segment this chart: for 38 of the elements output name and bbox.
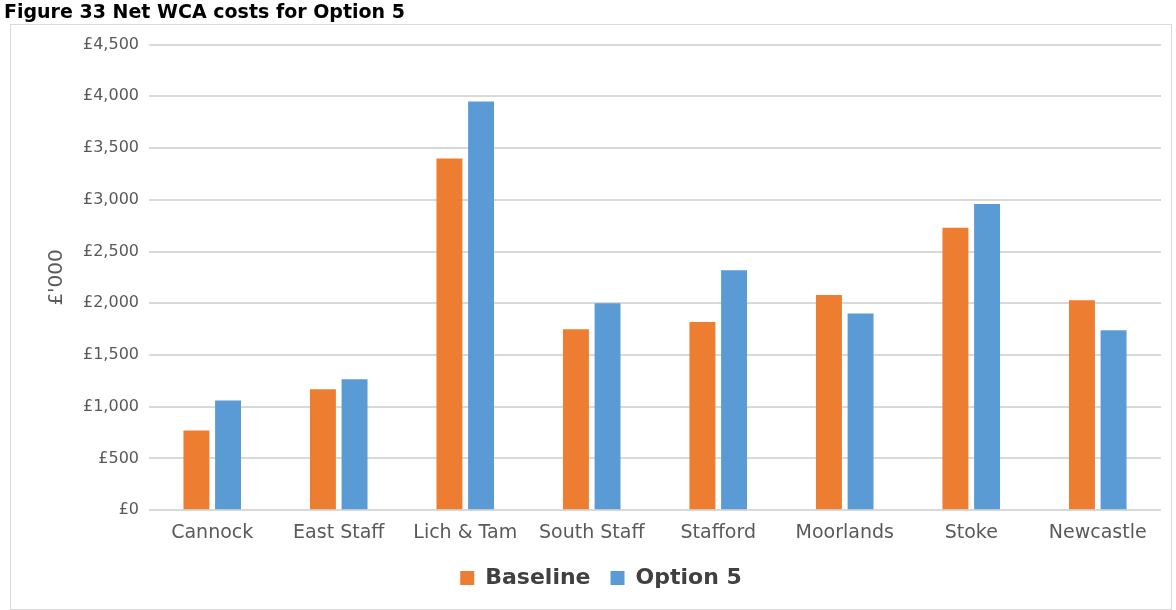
bar <box>341 379 368 510</box>
y-tick-label: £4,500 <box>83 33 139 53</box>
y-tick-label: £4,000 <box>83 85 139 105</box>
y-tick-label: £3,000 <box>83 188 139 208</box>
x-tick-label: East Staff <box>293 519 386 542</box>
legend-label: Baseline <box>485 563 591 589</box>
bar <box>309 389 336 510</box>
y-tick-label: £1,500 <box>83 344 139 364</box>
bar <box>1100 330 1127 510</box>
x-tick-label: Stafford <box>680 519 756 542</box>
bar <box>847 313 874 510</box>
y-tick-label: £500 <box>98 447 139 467</box>
bar <box>183 430 210 510</box>
chart-title: Figure 33 Net WCA costs for Option 5 <box>4 0 405 22</box>
y-tick-label: £3,500 <box>83 137 139 157</box>
y-axis-title: £'000 <box>43 249 68 306</box>
x-tick-label: Lich & Tam <box>413 519 518 542</box>
x-tick-label: Stoke <box>944 519 998 542</box>
bar <box>942 227 969 510</box>
bar <box>1068 300 1095 510</box>
bar <box>562 329 589 510</box>
y-tick-label: £0 <box>118 499 139 519</box>
bar <box>815 294 842 510</box>
x-tick-label: South Staff <box>538 519 646 542</box>
bar <box>215 400 242 510</box>
x-tick-label: Newcastle <box>1048 519 1147 542</box>
bar <box>436 158 463 510</box>
y-tick-label: £2,000 <box>83 292 139 312</box>
y-tick-label: £1,000 <box>83 395 139 415</box>
bar <box>689 321 716 510</box>
legend-label: Option 5 <box>635 563 742 589</box>
x-tick-label: Cannock <box>171 519 254 542</box>
y-tick-label: £2,500 <box>83 240 139 260</box>
bar <box>974 203 1001 510</box>
bar <box>468 101 495 510</box>
bar <box>594 303 621 510</box>
x-tick-label: Moorlands <box>795 519 894 542</box>
bar <box>721 270 748 510</box>
